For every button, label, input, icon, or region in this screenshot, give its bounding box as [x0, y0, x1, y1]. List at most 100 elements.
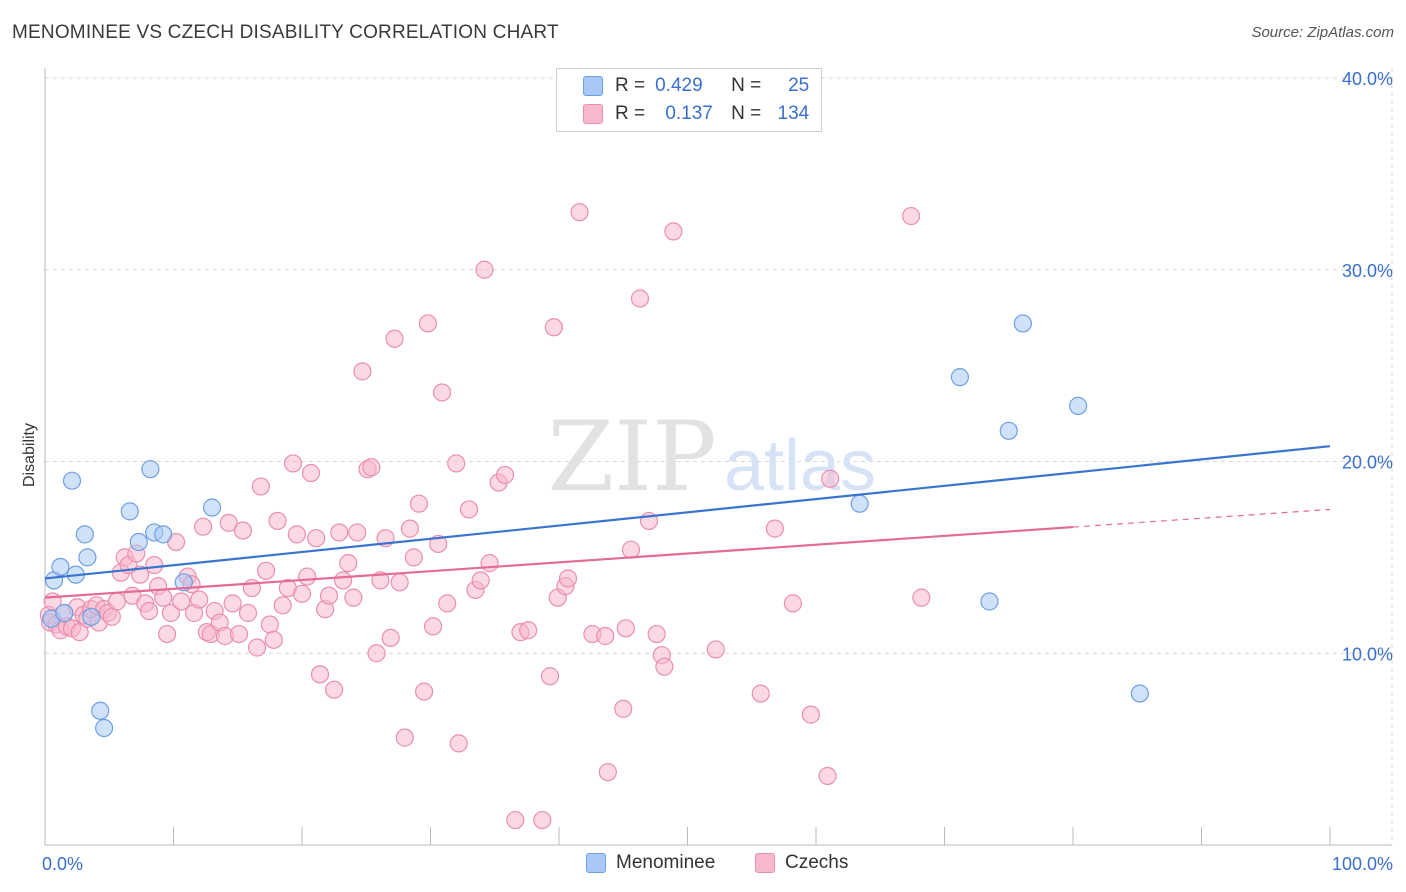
legend-r-label: R = — [615, 103, 646, 124]
x-tick-label: 100.0% — [1332, 854, 1393, 874]
legend-r-value: 0.429 — [655, 75, 703, 96]
czech-point — [414, 682, 434, 701]
czech-point — [157, 624, 177, 644]
czech-point — [260, 615, 279, 634]
czech-point — [381, 628, 400, 648]
legend-item-menominee: Menominee — [586, 852, 715, 874]
czech-point — [362, 458, 381, 477]
czech-point — [423, 617, 443, 636]
menominee-point — [1069, 396, 1088, 415]
czech-point — [447, 454, 466, 473]
menominee-point — [51, 557, 70, 577]
czech-point — [621, 540, 641, 559]
czech-point — [251, 477, 270, 496]
czech-point — [404, 548, 423, 567]
czech-point — [367, 644, 386, 663]
czech-point — [102, 607, 121, 626]
czech-point — [139, 601, 159, 621]
menominee-point — [950, 368, 970, 387]
czech-point — [301, 463, 321, 483]
menominee-point — [75, 525, 94, 544]
menominee-point — [55, 603, 74, 623]
czech-point — [264, 630, 283, 649]
y-tick-label: 30.0% — [1342, 261, 1393, 281]
czech-point — [325, 680, 344, 699]
menominee-trend-line — [44, 445, 1331, 580]
axes — [44, 68, 1392, 846]
czech-point — [330, 523, 349, 542]
czech-point — [471, 571, 490, 590]
czech-point — [233, 521, 252, 540]
menominee-swatch — [583, 76, 603, 96]
czech-point — [533, 810, 552, 830]
menominee-swatch — [586, 853, 606, 873]
czech-point — [348, 523, 367, 542]
zipatlas-watermark: ZIP atlas — [547, 401, 876, 513]
czech-point — [495, 465, 515, 485]
czech-point — [475, 260, 494, 279]
czech-point — [912, 588, 931, 607]
menominee-point — [980, 592, 999, 611]
czech-point — [229, 624, 249, 644]
data-points — [39, 203, 1149, 830]
legend-label-czechs: Czechs — [785, 852, 849, 873]
menominee-point — [91, 701, 110, 720]
czech-point — [310, 665, 330, 684]
menominee-point — [95, 718, 114, 738]
czech-point — [706, 640, 725, 659]
czech-point — [409, 494, 429, 513]
czech-point — [540, 667, 560, 686]
czech-point — [558, 569, 578, 588]
czech-point — [449, 734, 468, 753]
czech-point — [765, 519, 784, 538]
series-legend: Menominee Czechs — [0, 852, 1406, 878]
czech-point — [459, 500, 479, 519]
czech-point — [247, 638, 267, 657]
czech-point — [223, 594, 242, 613]
menominee-point — [202, 498, 222, 517]
menominee-point — [999, 421, 1018, 440]
czech-point — [647, 624, 666, 644]
legend-row-menominee: R = 0.429 N = 25 — [583, 73, 809, 99]
menominee-point — [141, 460, 160, 479]
legend-n-label: N = — [731, 75, 762, 96]
legend-label-menominee: Menominee — [616, 852, 716, 873]
czech-point — [107, 592, 127, 611]
czech-point — [268, 511, 287, 531]
tick-labels: 10.0% 20.0% 30.0% 40.0% 0.0% 100.0% — [42, 69, 1393, 874]
gridlines — [45, 68, 1393, 845]
czech-point — [339, 554, 358, 573]
czech-point — [390, 573, 409, 592]
czech-point — [298, 567, 317, 586]
czech-point — [432, 383, 452, 402]
czech-point — [400, 519, 420, 538]
czech-point — [395, 728, 414, 747]
czech-point — [818, 766, 837, 786]
czech-point — [238, 603, 258, 623]
chart-title: MENOMINEE VS CZECH DISABILITY CORRELATIO… — [12, 22, 559, 43]
czech-trend-extension — [1072, 508, 1331, 528]
menominee-point — [1013, 314, 1032, 333]
czech-point — [598, 763, 617, 782]
czech-point — [307, 529, 326, 548]
czech-point — [219, 513, 238, 532]
czech-point — [616, 619, 635, 638]
czech-point — [519, 621, 538, 640]
y-tick-label: 20.0% — [1342, 453, 1393, 473]
menominee-point — [850, 494, 869, 513]
czech-point — [438, 594, 457, 613]
czech-point — [292, 584, 312, 603]
correlation-legend: R = 0.429 N = 25 R = 0.137 N = 134 — [556, 68, 822, 132]
czech-point — [655, 657, 674, 676]
czech-point — [783, 594, 802, 613]
czech-point — [334, 571, 353, 590]
menominee-point — [174, 573, 193, 592]
czech-point — [418, 314, 438, 333]
czech-point — [256, 561, 276, 580]
czech-point — [130, 565, 150, 584]
legend-row-czechs: R = 0.137 N = 134 — [583, 101, 809, 127]
czech-point — [161, 603, 181, 623]
czech-point — [751, 684, 770, 703]
legend-r-value: 0.137 — [665, 103, 713, 124]
